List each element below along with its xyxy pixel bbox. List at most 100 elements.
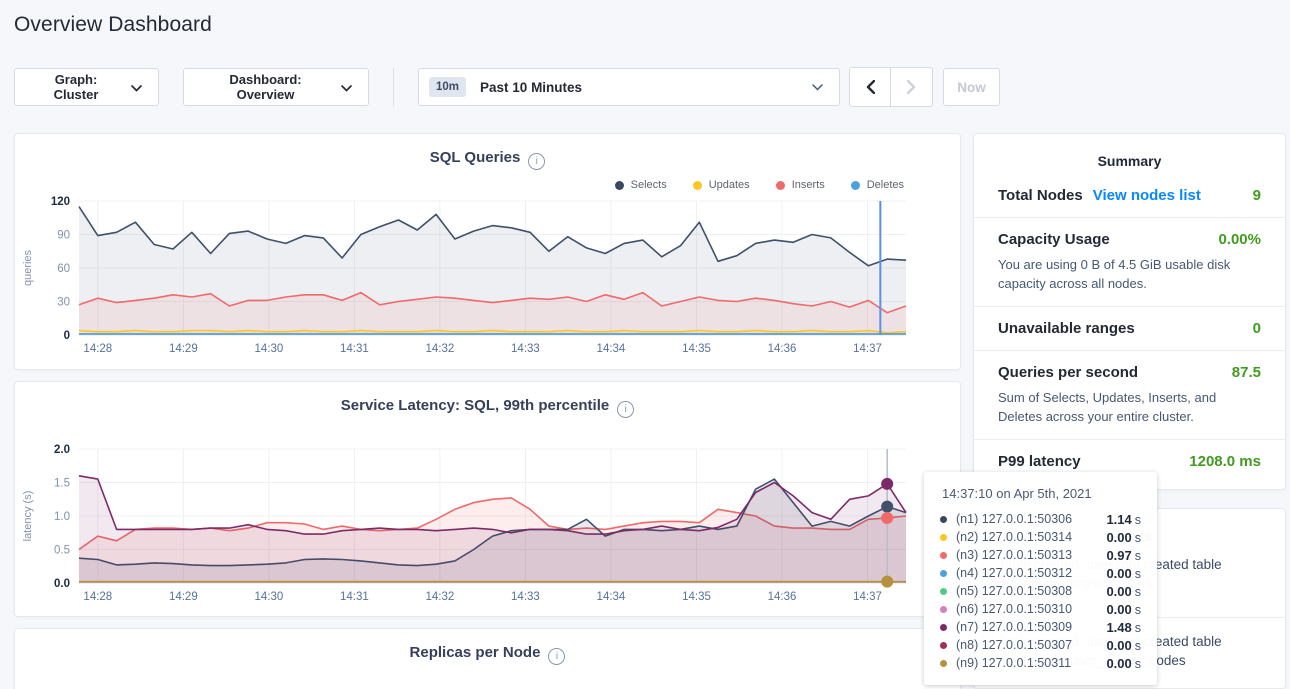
legend-label: Deletes xyxy=(867,179,904,191)
summary-value: 0.00% xyxy=(1218,231,1261,248)
legend-color-dot xyxy=(776,181,785,190)
x-tick-label: 14:34 xyxy=(597,591,626,603)
node-address: (n1) 127.0.0.1:50306 xyxy=(956,512,1072,526)
summary-value: 87.5 xyxy=(1232,364,1261,381)
summary-row-capacity-usage: Capacity Usage 0.00% You are using 0 B o… xyxy=(974,218,1285,307)
time-range-label: Past 10 Minutes xyxy=(480,80,582,95)
summary-label: Queries per second xyxy=(998,364,1138,381)
summary-label: Capacity Usage xyxy=(998,231,1110,248)
sql-queries-chart-card: SQL Queriesi Selects Updates Inserts Del… xyxy=(14,133,961,370)
chart-legend: Selects Updates Inserts Deletes xyxy=(615,179,904,191)
info-icon[interactable]: i xyxy=(528,153,545,170)
node-latency-value: 0.00s xyxy=(1106,638,1141,653)
now-button[interactable]: Now xyxy=(943,68,1000,106)
summary-row-total-nodes: Total Nodes View nodes list 9 xyxy=(974,174,1285,218)
x-tick-label: 14:35 xyxy=(682,343,711,355)
legend-item[interactable]: Deletes xyxy=(851,179,904,191)
node-address: (n9) 127.0.0.1:50311 xyxy=(956,656,1071,670)
tooltip-node-row: (n6) 127.0.0.1:50310 0.00s xyxy=(940,600,1141,618)
hover-marker xyxy=(881,576,893,588)
x-tick-label: 14:28 xyxy=(83,591,112,603)
x-tick-label: 14:33 xyxy=(511,591,540,603)
node-color-dot xyxy=(940,534,947,541)
hover-marker xyxy=(881,478,893,490)
info-icon[interactable]: i xyxy=(617,401,634,418)
summary-panel: Summary Total Nodes View nodes list 9 Ca… xyxy=(973,133,1286,490)
summary-row-unavailable-ranges: Unavailable ranges 0 xyxy=(974,307,1285,351)
node-color-dot xyxy=(940,642,947,649)
legend-color-dot xyxy=(693,181,702,190)
hover-marker xyxy=(881,501,893,513)
node-latency-value: 0.00s xyxy=(1106,584,1141,599)
latency-unit: s xyxy=(1135,513,1141,527)
legend-item[interactable]: Updates xyxy=(693,179,750,191)
latency-unit: s xyxy=(1135,585,1141,599)
tooltip-node-row: (n8) 127.0.0.1:50307 0.00s xyxy=(940,636,1141,654)
latency-unit: s xyxy=(1135,621,1141,635)
x-tick-label: 14:31 xyxy=(340,591,369,603)
legend-item[interactable]: Inserts xyxy=(776,179,825,191)
time-step-forward-button[interactable] xyxy=(891,68,932,106)
legend-color-dot xyxy=(615,181,624,190)
tooltip-node-row: (n2) 127.0.0.1:50314 0.00s xyxy=(940,528,1141,546)
y-axis-label: latency (s) xyxy=(22,491,34,542)
y-tick-label: 120 xyxy=(51,196,70,208)
summary-description: Sum of Selects, Updates, Inserts, and De… xyxy=(998,388,1261,426)
sql-queries-chart[interactable]: 14:2814:2914:3014:3114:3214:3314:3414:35… xyxy=(15,195,962,355)
y-axis-label: queries xyxy=(22,249,34,286)
node-latency-value: 1.14s xyxy=(1106,512,1141,527)
summary-heading: Summary xyxy=(974,134,1285,174)
node-color-dot xyxy=(940,516,947,523)
y-tick-label: 60 xyxy=(57,263,70,275)
node-color-dot xyxy=(940,660,947,667)
legend-label: Inserts xyxy=(792,179,825,191)
graph-scope-dropdown[interactable]: Graph: Cluster xyxy=(14,68,159,106)
latency-unit: s xyxy=(1135,531,1141,545)
y-tick-label: 90 xyxy=(57,230,70,242)
latency-unit: s xyxy=(1135,657,1141,671)
summary-label: Unavailable ranges xyxy=(998,320,1135,337)
node-address: (n2) 127.0.0.1:50314 xyxy=(956,530,1072,544)
hover-marker xyxy=(881,512,893,524)
x-tick-label: 14:37 xyxy=(853,343,882,355)
chevron-down-icon xyxy=(131,80,142,95)
info-icon[interactable]: i xyxy=(548,648,565,665)
latency-unit: s xyxy=(1135,567,1141,581)
x-tick-label: 14:29 xyxy=(169,343,198,355)
chart-title-row: SQL Queriesi xyxy=(15,134,960,169)
node-latency-value: 0.00s xyxy=(1106,602,1141,617)
dashboard-dropdown[interactable]: Dashboard: Overview xyxy=(183,68,369,106)
service-latency-chart-card: Service Latency: SQL, 99th percentilei 1… xyxy=(14,381,961,617)
latency-unit: s xyxy=(1135,549,1141,563)
legend-item[interactable]: Selects xyxy=(615,179,667,191)
node-latency-value: 1.48s xyxy=(1106,620,1141,635)
node-color-dot xyxy=(940,624,947,631)
chevron-down-icon xyxy=(812,78,823,96)
tooltip-node-row: (n4) 127.0.0.1:50312 0.00s xyxy=(940,564,1141,582)
summary-label: Total Nodes xyxy=(998,187,1083,204)
y-tick-label: 0.5 xyxy=(54,545,70,557)
chevron-down-icon xyxy=(341,80,352,95)
node-address: (n5) 127.0.0.1:50308 xyxy=(956,584,1072,598)
tooltip-node-row: (n1) 127.0.0.1:50306 1.14s xyxy=(940,510,1141,528)
x-tick-label: 14:37 xyxy=(853,591,882,603)
node-address: (n4) 127.0.0.1:50312 xyxy=(956,566,1072,580)
chart-title: Replicas per Node xyxy=(410,644,541,661)
legend-color-dot xyxy=(851,181,860,190)
overview-dashboard-page: Overview Dashboard Graph: Cluster Dashbo… xyxy=(0,0,1290,689)
service-latency-chart[interactable]: 14:2814:2914:3014:3114:3214:3314:3414:35… xyxy=(15,443,962,603)
toolbar-divider xyxy=(393,68,394,106)
time-step-back-button[interactable] xyxy=(850,68,891,106)
charts-column: SQL Queriesi Selects Updates Inserts Del… xyxy=(14,133,961,689)
x-tick-label: 14:32 xyxy=(426,591,455,603)
time-range-dropdown[interactable]: 10m Past 10 Minutes xyxy=(418,68,840,106)
summary-value: 1208.0 ms xyxy=(1189,453,1261,470)
node-color-dot xyxy=(940,552,947,559)
y-tick-label: 30 xyxy=(57,297,70,309)
node-latency-value: 0.00s xyxy=(1106,566,1141,581)
view-nodes-list-link[interactable]: View nodes list xyxy=(1093,187,1201,204)
x-tick-label: 14:28 xyxy=(83,343,112,355)
summary-value: 0 xyxy=(1253,320,1261,337)
x-tick-label: 14:36 xyxy=(768,591,797,603)
tooltip-rows: (n1) 127.0.0.1:50306 1.14s (n2) 127.0.0.… xyxy=(940,510,1141,672)
